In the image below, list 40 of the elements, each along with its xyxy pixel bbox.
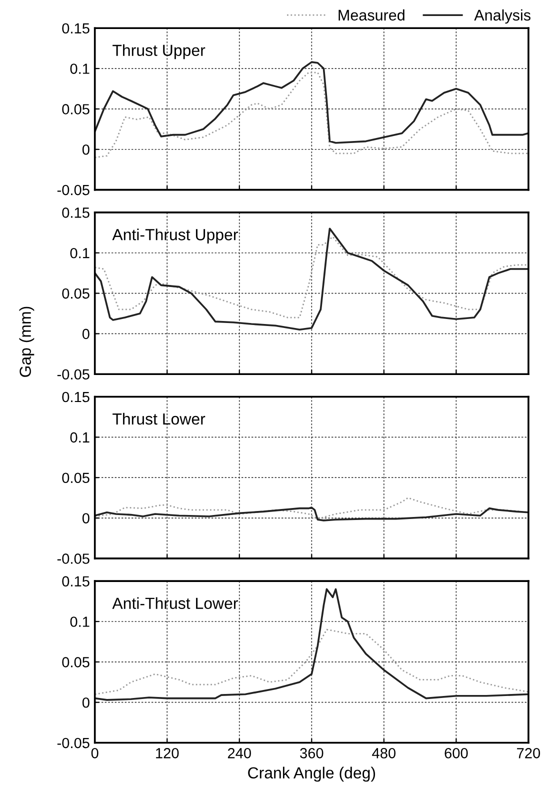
text: Thrust Lower <box>112 412 206 425</box>
y-tick-label: 0.05 <box>62 657 90 668</box>
x-tick-label: 120 <box>156 748 179 758</box>
y-tick-label: 0.05 <box>62 288 90 299</box>
y-tick-label: 0.1 <box>70 432 90 443</box>
y-axis-title: Gap (mm) <box>19 306 34 377</box>
line-series <box>94 61 528 144</box>
line-series <box>94 588 528 701</box>
x-tick-label: 600 <box>444 748 468 758</box>
y-tick-label: 0.1 <box>70 248 90 258</box>
y-tick-label: 0.15 <box>62 23 90 34</box>
legend-label: Measured <box>338 9 404 21</box>
y-tick-label: 0 <box>82 697 90 708</box>
y-tick-label: -0.05 <box>57 738 90 748</box>
y-tick-label: 0.1 <box>70 64 90 74</box>
y-tick-label: 0.05 <box>62 472 90 484</box>
y-tick-label: 0.15 <box>62 576 90 587</box>
text: Anti-Thrust Upper <box>112 228 238 244</box>
y-tick-label: -0.05 <box>57 554 90 564</box>
y-tick-label: 0 <box>82 513 90 524</box>
x-tick-label: 720 <box>517 748 540 758</box>
y-tick-label: 0 <box>82 328 90 340</box>
x-tick-label: 240 <box>228 748 251 758</box>
y-tick-label: -0.05 <box>57 369 90 380</box>
legend-label: Analysis <box>474 9 530 24</box>
y-tick-label: -0.05 <box>57 184 90 196</box>
line-series <box>94 506 528 522</box>
x-axis-title: Crank Angle (deg) <box>248 766 376 782</box>
y-tick-label: 0 <box>82 144 90 155</box>
y-tick-label: 0.15 <box>62 392 90 402</box>
x-tick-label: 0 <box>91 748 98 758</box>
x-tick-label: 360 <box>300 748 324 758</box>
line-series <box>94 72 528 158</box>
text: Anti-Thrust Lower <box>112 597 238 609</box>
x-tick-label: 480 <box>372 748 396 758</box>
y-tick-label: 0.1 <box>70 616 90 627</box>
y-tick-label: 0.05 <box>62 104 90 114</box>
line-series <box>94 228 528 331</box>
text: Thrust Upper <box>112 44 206 60</box>
y-tick-label: 0.15 <box>62 208 90 218</box>
